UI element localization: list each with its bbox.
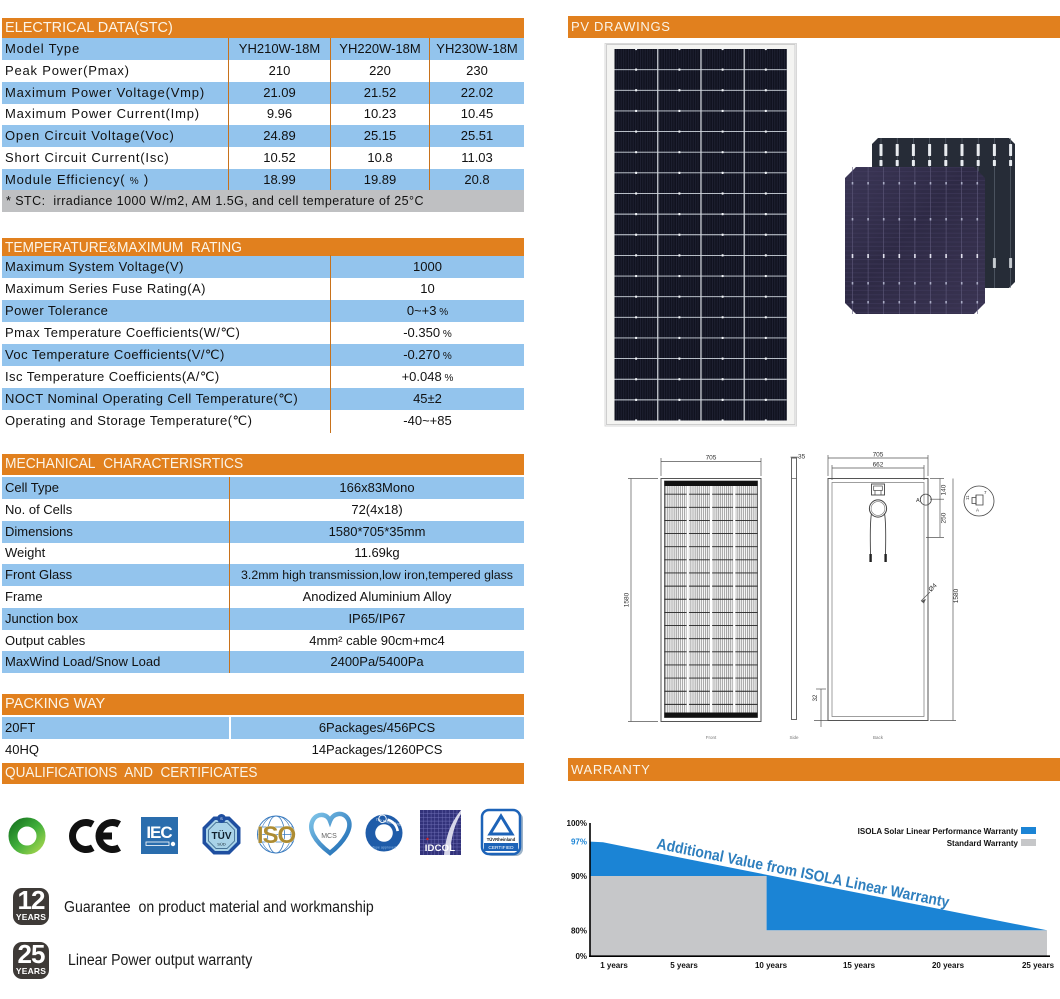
svg-text:Side: Side: [789, 735, 799, 740]
svg-text:25 years: 25 years: [1022, 961, 1055, 970]
svg-text:IDCOL: IDCOL: [425, 843, 456, 854]
svg-text:0%: 0%: [575, 952, 587, 961]
svg-text:1580: 1580: [953, 588, 960, 603]
svg-text:705: 705: [873, 451, 884, 458]
svg-text:80%: 80%: [571, 926, 587, 935]
svg-text:90%: 90%: [571, 872, 587, 881]
svg-text:32: 32: [813, 694, 819, 701]
svg-text:35: 35: [798, 454, 806, 461]
svg-text:140: 140: [941, 484, 948, 495]
svg-text:Type approved: Type approved: [372, 846, 396, 850]
svg-text:250: 250: [941, 512, 948, 523]
svg-text:TÜV RHEINLAND: TÜV RHEINLAND: [375, 818, 402, 827]
svg-text:1580: 1580: [624, 592, 631, 607]
svg-text:CERTIFIED: CERTIFIED: [488, 845, 514, 851]
svg-text:7: 7: [984, 490, 987, 495]
svg-text:Ø4: Ø4: [927, 582, 938, 593]
svg-text:100%: 100%: [567, 819, 587, 828]
svg-text:20 years: 20 years: [932, 961, 965, 970]
svg-text:A: A: [976, 508, 979, 513]
svg-text:97%: 97%: [571, 838, 587, 847]
svg-text:10 years: 10 years: [755, 961, 788, 970]
svg-text:ISO: ISO: [257, 822, 296, 849]
svg-text:5 years: 5 years: [670, 961, 698, 970]
svg-text:Standard Warranty: Standard Warranty: [947, 839, 1019, 848]
svg-text:705: 705: [706, 455, 717, 462]
svg-text:15 years: 15 years: [843, 961, 876, 970]
svg-text:662: 662: [873, 461, 884, 468]
svg-text:MCS: MCS: [321, 833, 337, 840]
svg-text:S: S: [220, 816, 223, 821]
svg-text:ISOLA Solar Linear Performance: ISOLA Solar Linear Performance Warranty: [858, 827, 1019, 836]
svg-text:TÜVRheinland: TÜVRheinland: [487, 837, 516, 842]
svg-text:11: 11: [965, 495, 970, 500]
svg-text:A: A: [916, 498, 920, 504]
svg-text:Back: Back: [873, 735, 884, 740]
svg-text:SÜD: SÜD: [217, 842, 226, 847]
svg-text:Front: Front: [706, 735, 717, 740]
svg-text:TÜV: TÜV: [212, 829, 232, 842]
svg-text:IEC: IEC: [146, 823, 172, 842]
svg-text:1 years: 1 years: [600, 961, 628, 970]
